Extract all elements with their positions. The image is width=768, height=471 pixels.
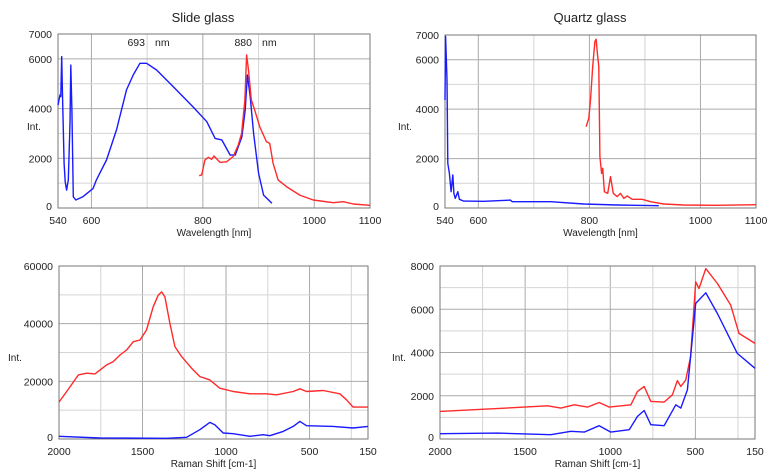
series-line-1 — [198, 54, 371, 206]
x-tick-label: 1000 — [599, 446, 623, 458]
y-tick-label: 7000 — [29, 29, 53, 41]
chart-panel-2: 2000 1500 1000 500 1500200004000060000Raman … — [8, 261, 377, 470]
x-tick-label: 1100 — [359, 215, 382, 227]
y-tick-label: 4000 — [29, 104, 53, 116]
annotation: nm — [262, 37, 277, 49]
plot-frame — [439, 265, 756, 440]
chart-panel-3: 2000 1500 1000 500 15002000400060008000Raman… — [392, 261, 764, 470]
x-tick-label: 1500 — [131, 446, 155, 458]
x-axis-label: Wavelength [nm] — [563, 228, 638, 239]
x-tick-label: 2000 — [428, 446, 452, 458]
y-axis-label: Int. — [398, 122, 412, 133]
y-axis-label: Int. — [392, 353, 406, 364]
chart-title: Quartz glass — [554, 10, 627, 25]
y-tick-label: 6000 — [411, 304, 435, 316]
x-tick-label: 1500 — [513, 446, 537, 458]
x-axis-label: Raman Shift [cm-1] — [171, 459, 257, 470]
y-tick-label: 7000 — [416, 30, 440, 42]
annotation: 693 — [127, 37, 145, 49]
y-tick-label: 2000 — [411, 391, 435, 403]
series-line-1 — [585, 38, 757, 206]
y-tick-label: 40000 — [24, 319, 53, 331]
series-line-0 — [58, 291, 368, 408]
x-tick-label: 1000 — [689, 215, 713, 227]
plot-frame — [57, 33, 371, 209]
x-tick-label: 2000 — [47, 446, 71, 458]
y-tick-label: 0 — [47, 432, 53, 444]
x-tick-label: 150 — [746, 446, 764, 458]
x-tick-label: 500 — [687, 446, 705, 458]
plot-frame — [58, 265, 369, 440]
plot-frame — [444, 34, 757, 209]
y-tick-label: 20000 — [24, 376, 53, 388]
x-axis-label: Raman Shift [cm-1] — [555, 459, 641, 470]
x-axis-label: Wavelength [nm] — [177, 228, 252, 239]
annotation: 880 — [234, 37, 252, 49]
x-tick-label: 150 — [359, 446, 377, 458]
y-tick-label: 6000 — [416, 55, 440, 67]
y-tick-label: 8000 — [411, 261, 435, 273]
chart-title: Slide glass — [172, 10, 235, 25]
x-tick-label: 800 — [581, 215, 599, 227]
y-axis-label: Int. — [8, 353, 22, 364]
x-tick-label: 540 — [49, 215, 67, 227]
y-tick-label: 60000 — [24, 261, 53, 273]
x-tick-label: 1000 — [214, 446, 238, 458]
y-tick-label: 0 — [433, 201, 439, 213]
series-line-1 — [58, 420, 369, 439]
annotation: nm — [155, 37, 170, 49]
x-tick-label: 1000 — [303, 215, 327, 227]
x-tick-label: 600 — [470, 215, 488, 227]
series-line-1 — [439, 292, 756, 436]
x-tick-label: 500 — [301, 446, 319, 458]
y-tick-label: 4000 — [416, 104, 440, 116]
series-line-0 — [444, 35, 659, 207]
x-tick-label: 800 — [194, 215, 212, 227]
series-line-0 — [57, 55, 273, 204]
series-line-0 — [439, 267, 756, 413]
y-tick-label: 6000 — [29, 54, 53, 66]
y-tick-label: 0 — [46, 201, 52, 213]
x-tick-label: 600 — [83, 215, 101, 227]
x-tick-label: 1100 — [745, 215, 768, 227]
chart-panel-0: 540 600 800 1000 1100 0 2000 4000 6000 7000 Wavele… — [27, 10, 381, 239]
x-tick-label: 540 — [436, 215, 454, 227]
y-tick-label: 2000 — [416, 154, 440, 166]
y-axis-label: Int. — [27, 122, 41, 133]
y-tick-label: 4000 — [411, 348, 435, 360]
chart-panel-1: 540 600 800 1000 1100 0 2000 4000 6000 7000 Wavele… — [398, 10, 767, 239]
y-tick-label: 2000 — [29, 153, 53, 165]
y-tick-label: 0 — [428, 432, 434, 444]
